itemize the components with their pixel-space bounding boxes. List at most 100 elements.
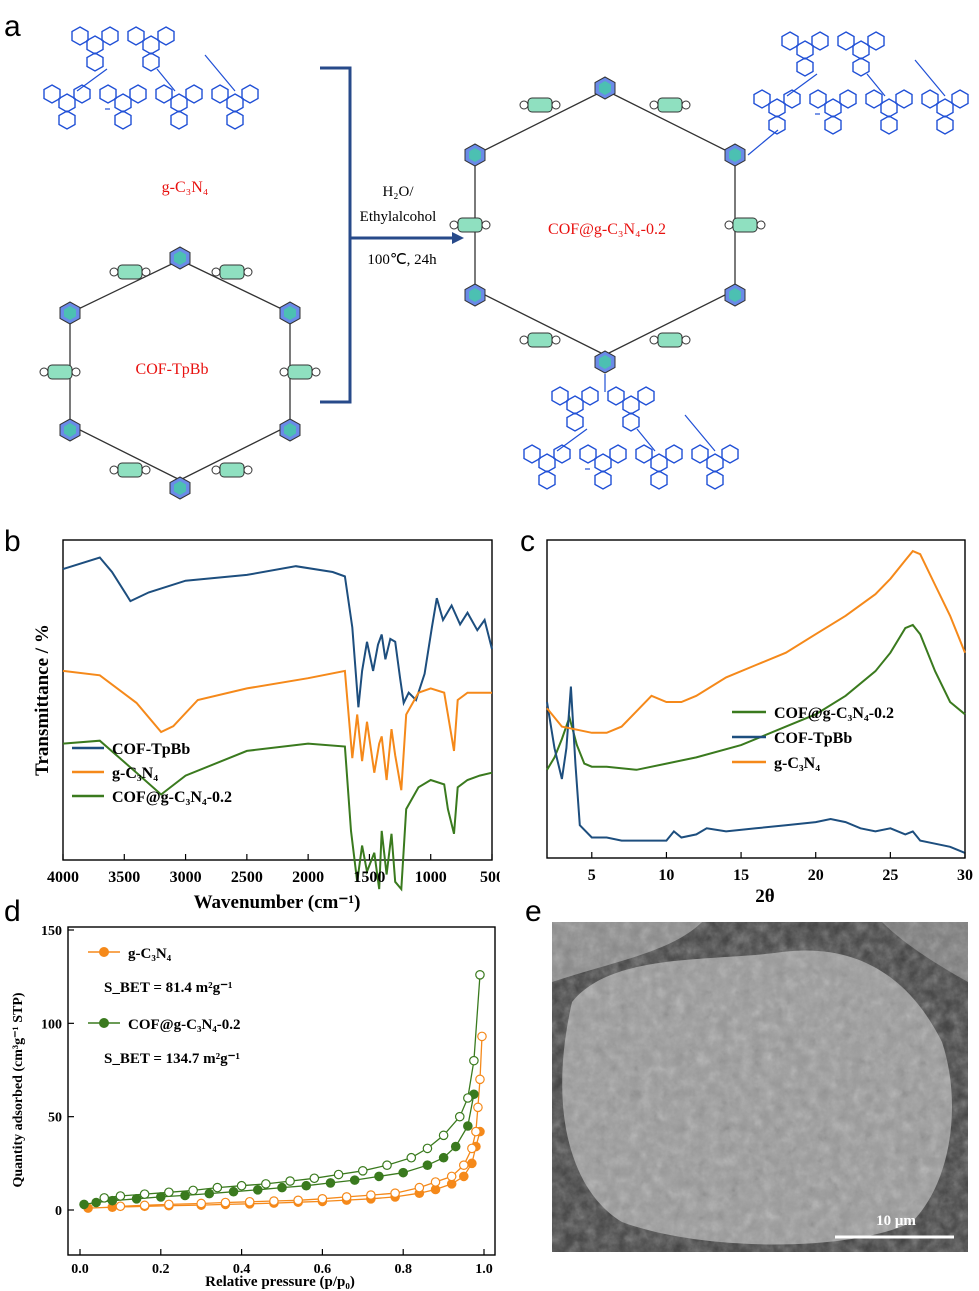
bet-xtick-label: 1.0 — [475, 1262, 493, 1277]
bet-data-point — [196, 1198, 206, 1209]
bet-data-point — [261, 1179, 271, 1189]
condition-line-2: Ethylalcohol — [360, 209, 437, 225]
xrd-xtick-label: 25 — [882, 867, 898, 884]
bet-data-point — [477, 1031, 487, 1042]
bet-sbet-annotation: S_BET = 81.4 m²g⁻¹ — [104, 980, 233, 996]
bet-data-point — [341, 1192, 352, 1202]
product-structure — [449, 32, 968, 489]
ftir-xtick-label: 2500 — [231, 869, 263, 886]
bet-xlabel: Relative pressure (p/p₀) — [205, 1274, 355, 1290]
bet-ytick-label: 50 — [48, 1111, 62, 1126]
bet-data-point — [79, 1199, 89, 1210]
bet-ytick-label: 150 — [41, 924, 62, 939]
xrd-xtick-label: 15 — [733, 867, 749, 884]
ftir-xtick-label: 2000 — [292, 869, 324, 886]
bet-legend-label: COF@g-C₃N₄-0.2 — [128, 1017, 241, 1033]
bet-data-point — [131, 1193, 142, 1204]
bet-data-point — [285, 1176, 295, 1186]
bet-data-point — [467, 1158, 477, 1169]
bet-data-point — [91, 1197, 101, 1208]
xrd-chart: 5 10 15 20 25 30 2θ COF@g-C₃N₄-0.2 COF-TpBb g-C… — [546, 539, 973, 907]
bet-data-point — [438, 1130, 449, 1141]
ftir-series-line — [62, 556, 493, 708]
xrd-plot-frame — [546, 539, 966, 859]
bet-data-point — [212, 1182, 223, 1193]
cof-tpbb-label: COF-TpBb — [136, 361, 209, 378]
ftir-plot-frame — [62, 539, 493, 861]
xrd-xlabel: 2θ — [755, 886, 775, 907]
bet-data-point — [204, 1188, 215, 1199]
bet-data-point — [414, 1182, 425, 1193]
xrd-series-line — [546, 686, 966, 854]
condition-line-3: 100℃, 24h — [367, 252, 437, 268]
bet-legend-label: g-C₃N₄ — [128, 946, 172, 962]
ftir-legend-label: g-C₃N₄ — [112, 765, 158, 782]
bet-legend-marker — [99, 1018, 109, 1028]
xrd-series-line — [546, 549, 966, 734]
bet-xtick-label: 0.6 — [314, 1262, 332, 1277]
xrd-series-line — [546, 623, 966, 771]
xrd-legend-label: COF@g-C₃N₄-0.2 — [774, 705, 894, 722]
panel-label-d: d — [4, 895, 21, 928]
xrd-legend-label: g-C₃N₄ — [774, 755, 820, 772]
bet-data-point — [473, 1102, 483, 1113]
bet-data-point — [471, 1126, 481, 1137]
ftir-ylabel: Transmittance / % — [32, 624, 53, 776]
ftir-xtick-label: 1500 — [353, 869, 385, 886]
bet-data-point — [333, 1169, 344, 1180]
bet-data-point — [446, 1171, 457, 1182]
bet-data-point — [164, 1199, 174, 1210]
bet-data-point — [252, 1185, 263, 1195]
bet-data-point — [325, 1178, 336, 1188]
bet-data-point — [269, 1196, 279, 1206]
cof-tpbb-structure — [39, 246, 321, 500]
bet-data-point — [228, 1186, 239, 1197]
bet-data-point — [382, 1160, 392, 1170]
bet-data-point — [236, 1180, 247, 1191]
bet-data-point — [458, 1171, 469, 1182]
xrd-xtick-label: 30 — [957, 867, 973, 884]
bet-data-point — [180, 1190, 190, 1201]
bet-data-point — [357, 1165, 368, 1176]
ftir-legend-label: COF-TpBb — [112, 741, 190, 758]
ftir-xtick-label: 4000 — [47, 869, 79, 886]
ftir-xtick-label: 3000 — [170, 869, 202, 886]
ftir-legend-label: COF@g-C₃N₄-0.2 — [112, 789, 232, 806]
bet-data-point — [309, 1173, 320, 1184]
bet-data-point — [463, 1121, 473, 1131]
bet-xtick-label: 0.4 — [233, 1262, 251, 1277]
bet-data-point — [115, 1201, 126, 1212]
condition-line-1: H₂O/ — [382, 184, 414, 200]
ftir-series-line — [62, 739, 493, 892]
panel-label-b: b — [4, 525, 21, 558]
bet-data-point — [422, 1143, 433, 1154]
bet-ytick-label: 100 — [41, 1017, 62, 1032]
ftir-xlabel: Wavenumber (cm⁻¹) — [194, 892, 361, 913]
ftir-xtick-label: 3500 — [108, 869, 140, 886]
bet-data-point — [406, 1152, 417, 1163]
gc3n4-label: g-C₃N₄ — [162, 179, 209, 196]
xrd-legend-label: COF-TpBb — [774, 730, 852, 747]
bet-data-point — [475, 1074, 485, 1085]
bet-data-point — [463, 1093, 473, 1103]
panel-label-a: a — [4, 10, 21, 43]
xrd-xtick-label: 10 — [658, 867, 674, 884]
xrd-xtick-label: 5 — [588, 867, 596, 884]
bet-data-point — [115, 1191, 126, 1201]
ftir-chart: 4000 3500 3000 2500 2000 1500 1000 500 Wavenumb… — [32, 539, 500, 913]
bet-data-point — [430, 1177, 441, 1187]
bet-data-point — [390, 1188, 400, 1198]
reaction-scheme: g-C₃N₄ COF-TpBb H₂O/ Ethylalcohol 100℃, … — [39, 0, 979, 500]
bet-data-point — [366, 1190, 376, 1200]
bet-data-point — [164, 1187, 174, 1198]
bet-ytick-label: 0 — [55, 1204, 62, 1219]
xrd-xtick-label: 20 — [808, 867, 824, 884]
bet-data-point — [139, 1189, 150, 1199]
bet-xtick-label: 0.8 — [394, 1262, 412, 1277]
ftir-xtick-label: 1000 — [415, 869, 447, 886]
bet-data-point — [422, 1160, 433, 1170]
bet-data-point — [374, 1171, 384, 1182]
bet-data-point — [398, 1167, 408, 1178]
bet-data-point — [188, 1185, 198, 1196]
bet-xtick-label: 0.0 — [71, 1262, 89, 1277]
